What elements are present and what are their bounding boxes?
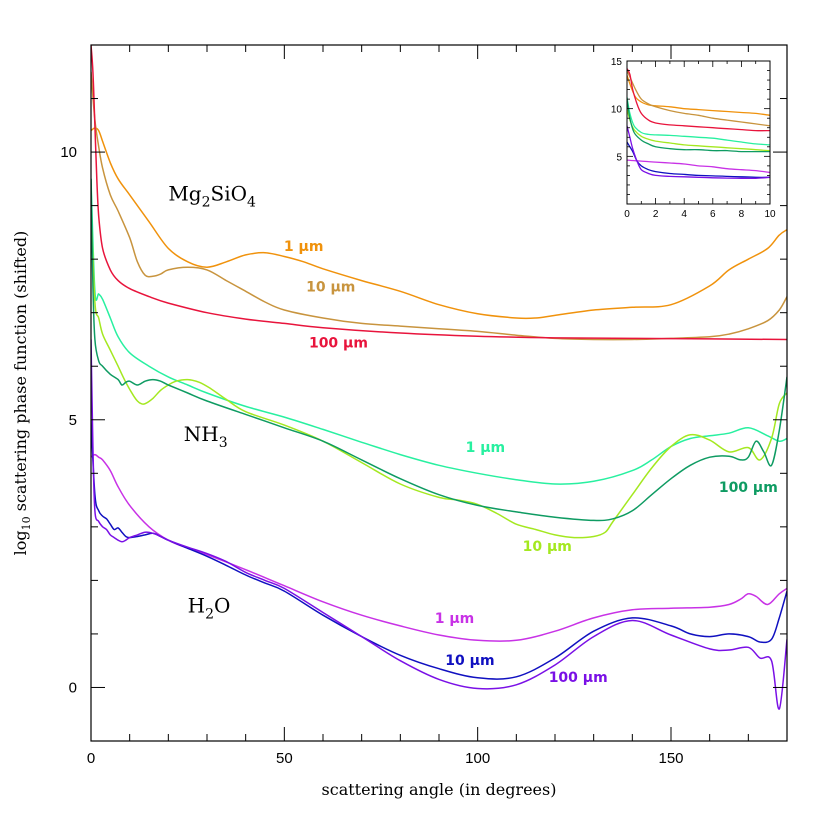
y-tick-label: 0: [69, 679, 77, 696]
inset-x-tick-label: 4: [681, 209, 687, 220]
series-line-nh3-4: [91, 205, 787, 539]
y-tick-label: 5: [69, 412, 77, 429]
inset-x-tick-label: 0: [624, 209, 630, 220]
inset-series-line-0: [627, 75, 770, 116]
series-label: 10 μm: [445, 653, 494, 669]
inset-y-tick-label: 10: [611, 105, 623, 116]
series-line-mg2sio4-2: [91, 45, 787, 341]
inset-series-line-5: [627, 98, 770, 153]
inset-x-tick-label: 8: [739, 209, 745, 220]
series-label: 1 μm: [435, 611, 475, 627]
group-label: H2O: [188, 594, 231, 623]
series-line-nh3-3: [91, 178, 787, 485]
series-label: 1 μm: [466, 440, 506, 456]
series-line-h2o-6: [91, 453, 787, 642]
y-axis-title: log10 scattering phase function (shifted…: [11, 231, 33, 556]
series-label: 100 μm: [719, 480, 778, 496]
series-label: 10 μm: [523, 539, 572, 555]
inset-x-tick-label: 6: [710, 209, 716, 220]
inset-series-line-8: [627, 125, 770, 179]
series-line-mg2sio4-0: [91, 127, 787, 320]
inset-series-line-3: [627, 97, 770, 146]
x-tick-label: 0: [87, 750, 95, 767]
x-tick-label: 100: [465, 750, 490, 767]
inset-series-line-1: [627, 70, 770, 127]
series-label: 10 μm: [306, 279, 355, 295]
group-label: Mg2SiO4: [168, 181, 256, 210]
series-label: 1 μm: [284, 239, 324, 255]
x-tick-label: 50: [276, 750, 293, 767]
x-axis-title: scattering angle (in degrees): [322, 780, 557, 799]
x-tick-label: 150: [658, 750, 683, 767]
series-line-nh3-5: [91, 178, 787, 522]
inset-y-tick-label: 15: [611, 57, 623, 68]
inset-x-tick-label: 2: [653, 209, 659, 220]
series-label: 100 μm: [549, 670, 608, 686]
inset-series-line-2: [627, 68, 770, 132]
inset-series-line-4: [627, 108, 770, 152]
inset-y-tick-label: 5: [616, 152, 622, 163]
series-label: 100 μm: [309, 335, 368, 351]
y-tick-label: 10: [60, 144, 77, 161]
inset-series-line-6: [627, 159, 770, 174]
inset-plot: 0 2 4 6 8 10 5 10 15: [611, 57, 776, 220]
series-line-mg2sio4-1: [91, 71, 787, 341]
group-label: NH3: [184, 422, 228, 451]
series-line-h2o-7: [91, 419, 787, 680]
inset-x-tick-label: 10: [764, 209, 776, 220]
series-line-h2o-8: [91, 339, 787, 710]
